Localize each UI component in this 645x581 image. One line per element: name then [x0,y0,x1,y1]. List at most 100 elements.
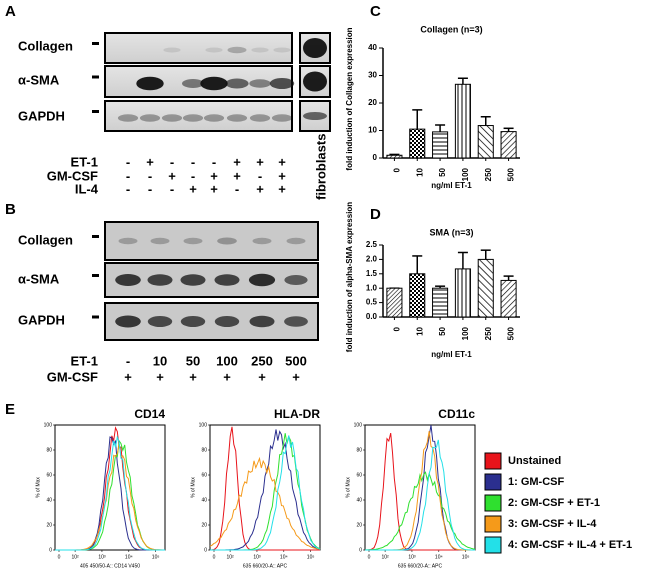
x-tick-label: 50 [438,326,447,335]
y-tick-label: 0 [359,547,362,553]
bar [409,273,426,318]
blot-band [303,38,327,58]
blot-band [182,79,204,88]
y-tick-label: 20 [368,98,377,107]
y-tick-label: 100 [199,422,208,428]
condition-value: + [233,168,241,183]
panel-label: A [5,3,16,20]
chart-title: CD14 [134,407,165,421]
blot-strip [104,221,319,261]
blot-band [200,76,228,91]
blot-band [252,237,272,245]
bar [409,128,426,159]
condition-value: - [258,168,262,183]
condition-value: - [170,181,174,196]
condition-value: - [235,181,239,196]
blot-band [303,112,327,120]
condition-value: 100 [216,353,238,368]
blot-band [205,47,223,53]
histogram-curve [209,426,320,551]
condition-value: + [189,181,197,196]
condition-value: - [148,181,152,196]
blot-band [226,114,248,122]
condition-value: + [278,168,286,183]
y-tick-label: 60 [46,472,52,478]
bar [454,83,471,159]
condition-value: + [146,154,154,169]
marker-tick [92,274,99,277]
y-tick-label: 20 [46,522,52,528]
bar [500,279,517,318]
blot-band [150,237,170,245]
bar [432,131,449,159]
blot-band [249,114,271,122]
x-tick-label: 10⁴ [280,554,288,560]
y-tick-label: 60 [356,472,362,478]
chart-title: HLA-DR [274,407,320,421]
blot-band [161,114,183,122]
y-tick-label: 80 [46,447,52,453]
x-tick-label: 10⁴ [125,554,133,560]
legend-swatch [484,515,502,533]
x-tick-label: 10 [415,167,424,176]
y-tick-label: 1.5 [366,269,378,278]
y-tick-label: 80 [356,447,362,453]
legend-label: 1: GM-CSF [508,476,565,488]
y-tick-label: 1.0 [366,283,378,292]
blot-band [214,316,240,327]
y-tick-label: 60 [201,472,207,478]
histogram-curve [209,456,321,550]
y-axis-label: % of Max [190,477,196,498]
x-axis-label: 635 660/20-A:: APC [243,563,288,569]
blot-band [147,274,173,286]
y-tick-label: 40 [201,497,207,503]
blot-band [227,46,247,54]
condition-value: - [170,154,174,169]
blot-band [271,114,293,122]
blot-band [225,78,249,89]
blot-strip [104,100,293,132]
y-tick-label: 100 [354,422,363,428]
legend-label: 4: GM-CSF + IL-4 + ET-1 [508,539,632,551]
blot-band [163,47,181,53]
y-tick-label: 0.0 [366,312,378,321]
x-tick-label: 0 [58,554,61,560]
condition-value: + [278,181,286,196]
legend-label: 2: GM-CSF + ET-1 [508,497,600,509]
x-tick-label: 50 [438,167,447,176]
y-tick-label: 100 [44,422,53,428]
histogram-curve [210,429,321,551]
panel-label: B [5,201,16,218]
x-tick-label: 10⁵ [307,554,315,560]
blot-row-label: α-SMA [18,72,60,87]
condition-value: + [258,369,266,384]
blot-row-label: GAPDH [18,312,65,327]
condition-value: - [212,154,216,169]
marker-tick [92,110,99,113]
condition-value: 10 [153,353,167,368]
y-tick-label: 20 [201,522,207,528]
y-axis-label: % of Max [345,477,351,498]
x-tick-label: 10³ [408,554,416,560]
y-tick-label: 40 [46,497,52,503]
y-tick-label: 10 [368,126,377,135]
y-tick-label: 0 [204,547,207,553]
x-tick-label: 0 [393,167,402,172]
marker-tick [92,235,99,238]
legend-swatch [484,452,502,470]
bar [386,287,403,318]
histogram-curve [210,435,321,551]
x-axis-label: 405 450/50-A:: CD14 V450 [80,563,140,569]
blot-band [180,274,206,286]
y-tick-label: 0 [49,547,52,553]
blot-band [269,78,295,89]
histogram-curve [365,439,475,551]
blot-band [139,114,161,122]
blot-band [180,316,206,327]
blot-strip [104,32,293,64]
condition-value: 250 [251,353,273,368]
blot-band [249,315,275,328]
condition-value: - [126,181,130,196]
condition-name: GM-CSF [47,168,98,183]
